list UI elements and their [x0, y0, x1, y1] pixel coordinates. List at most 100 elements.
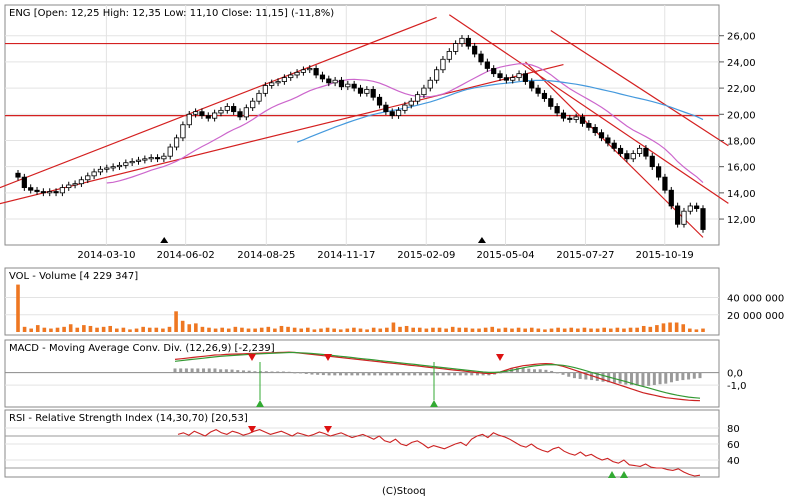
price-candle-up: [262, 85, 268, 94]
price-candle-down: [28, 187, 34, 191]
price-header: ENG [Open: 12,25 High: 12,35 Low: 11,10 …: [9, 8, 334, 19]
macd-histogram-bar: [664, 372, 668, 384]
macd-lines: [174, 351, 701, 402]
macd-histogram-bar: [338, 372, 342, 376]
volume-bar: [437, 327, 442, 332]
macd-signal-markers: [248, 354, 504, 407]
macd-histogram-bar: [361, 372, 365, 376]
macd-histogram-bar: [555, 372, 559, 374]
macd-histogram-bar: [184, 368, 188, 373]
macd-histogram-bar: [356, 372, 360, 376]
rsi-y-tick-label: 60: [727, 440, 740, 451]
price-candle-down: [668, 189, 674, 207]
volume-bar: [681, 324, 686, 332]
macd-histogram-bar: [367, 372, 371, 376]
volume-bar: [628, 327, 633, 332]
macd-histogram-bar: [550, 370, 554, 373]
price-candle-up: [408, 100, 414, 106]
volume-bar: [147, 327, 152, 332]
price-candle-up: [421, 87, 427, 96]
volume-bar: [306, 327, 310, 332]
volume-bar: [194, 323, 198, 332]
macd-histogram-bar: [219, 369, 223, 373]
volume-bar: [266, 326, 271, 332]
volume-bar: [134, 328, 139, 332]
price-candle-up: [243, 107, 249, 118]
price-candle-up: [180, 124, 186, 139]
volume-bar: [16, 284, 20, 332]
price-candle-down: [503, 77, 509, 81]
macd-y-tick-labels: 0,0-1,0: [727, 369, 747, 393]
macd-histogram-bar: [618, 372, 622, 384]
price-candles: [15, 35, 706, 233]
macd-histogram-bar: [561, 372, 565, 375]
price-candle-up: [167, 146, 173, 157]
macd-histogram-bar: [436, 372, 439, 376]
volume-bar: [391, 322, 396, 332]
macd-histogram-bar: [281, 371, 285, 373]
macd-histogram-bar: [687, 372, 691, 380]
volume-bar: [180, 320, 185, 332]
macd-histogram-bar: [264, 371, 268, 373]
price-x-tick-label: 2014-08-25: [237, 250, 295, 261]
rsi-sell-triangle: [248, 426, 256, 433]
price-candle-up: [307, 68, 313, 71]
price-candle-up: [91, 171, 97, 177]
macd-histogram-bar: [378, 372, 382, 376]
volume-bar: [576, 328, 580, 332]
price-candle-up: [294, 71, 300, 76]
price-x-tick-label: 2014-06-02: [157, 250, 215, 261]
price-candle-down: [376, 96, 383, 106]
price-candle-down: [357, 87, 364, 94]
macd-histogram-bar: [698, 372, 702, 379]
price-candle-down: [40, 191, 46, 194]
volume-bar: [55, 327, 60, 332]
volume-bar: [497, 328, 501, 332]
price-candle-up: [434, 69, 440, 81]
price-candle-down: [529, 81, 535, 89]
macd-histogram-bar: [578, 372, 582, 379]
volume-bar: [187, 324, 192, 332]
macd-histogram-bar: [287, 371, 291, 373]
volume-header: VOL - Volume [4 229 347]: [9, 271, 138, 282]
price-candle-up: [446, 51, 452, 60]
volume-bar: [233, 326, 238, 332]
volume-bar: [549, 328, 554, 332]
macd-histogram-bar: [407, 372, 411, 376]
price-candle-down: [592, 126, 598, 134]
macd-histogram-bar: [247, 370, 251, 373]
macd-histogram-bar: [424, 372, 428, 376]
rsi-header: RSI - Relative Strength Index (14,30,70)…: [9, 413, 248, 424]
price-candle-up: [402, 104, 408, 111]
rsi-series-line: [177, 428, 701, 477]
volume-bar: [457, 327, 462, 332]
price-candle-down: [34, 189, 40, 192]
volume-bar: [424, 328, 429, 332]
volume-bar: [470, 328, 475, 332]
price-y-tick-label: 16,00: [727, 163, 756, 174]
macd-sell-triangle: [248, 354, 256, 361]
volume-bar: [602, 327, 607, 332]
macd-histogram-bar: [453, 372, 457, 376]
volume-bar: [661, 323, 666, 332]
price-moving-averages: [106, 63, 704, 184]
price-candle-up: [142, 158, 148, 161]
volume-bar: [312, 329, 317, 332]
macd-histogram-bar: [481, 372, 485, 376]
volume-bar: [582, 327, 587, 332]
price-candle-down: [319, 74, 326, 80]
volume-bar: [101, 326, 106, 332]
volume-bar: [615, 327, 620, 332]
price-trendline: [550, 29, 729, 147]
price-candle-down: [675, 205, 681, 225]
price-candle-up: [173, 137, 180, 148]
macd-histogram-bar: [321, 372, 325, 376]
macd-histogram-bar: [418, 372, 422, 376]
volume-bar: [450, 326, 455, 332]
price-candle-down: [624, 153, 630, 160]
macd-histogram-bar: [390, 372, 394, 376]
price-candle-down: [389, 111, 395, 116]
price-candle-up: [66, 184, 72, 189]
volume-bar: [371, 327, 376, 332]
macd-histogram-bar: [647, 372, 651, 386]
